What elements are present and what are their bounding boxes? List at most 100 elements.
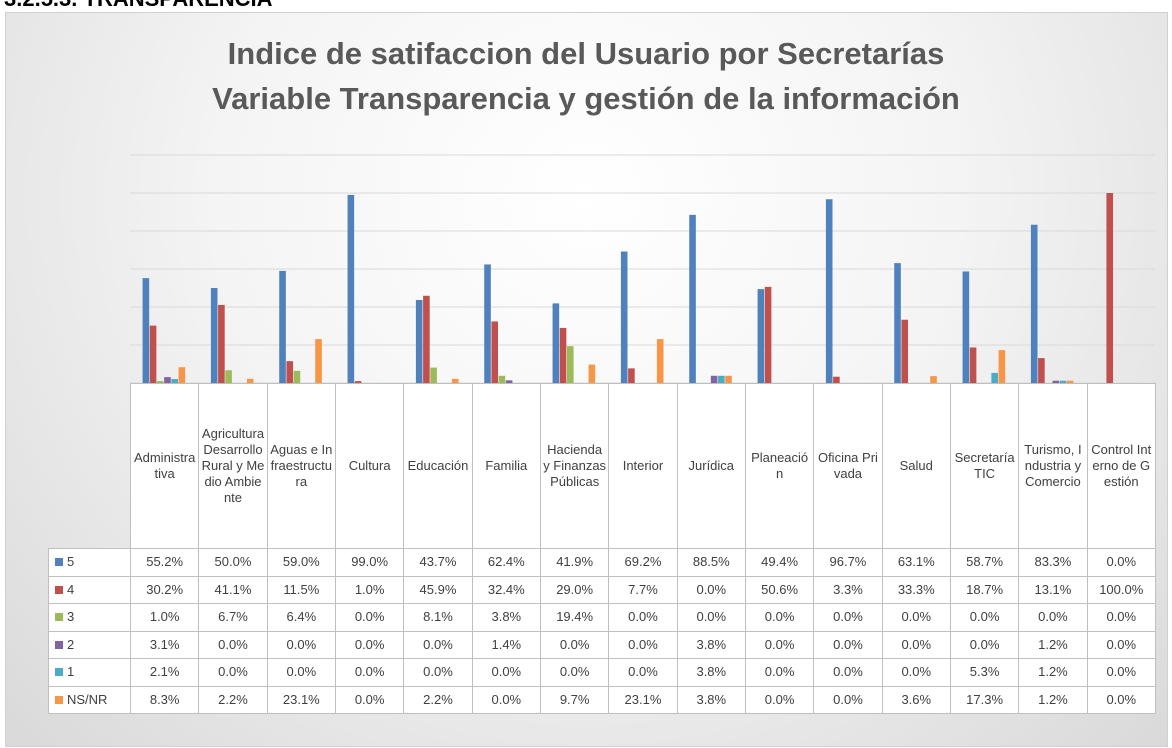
value-cell: 9.7%	[539, 685, 610, 714]
bar	[1066, 380, 1074, 383]
value-cell: 6.7%	[198, 603, 268, 632]
bar	[566, 346, 574, 383]
bar	[656, 339, 664, 383]
value-cell: 63.1%	[881, 548, 951, 577]
category-label: Turismo, Industria y Comercio	[1018, 383, 1088, 549]
value-cell: 45.9%	[403, 575, 473, 604]
value-cell: 50.6%	[744, 575, 815, 604]
bar	[757, 289, 765, 383]
value-cell: 0.0%	[608, 603, 678, 632]
bar	[293, 370, 301, 383]
category-label: Oficina Privada	[813, 383, 883, 549]
series-row: 2 3.1% 0.0% 0.0% 0.0% 0.0% 1.4% 0.0% 0.0% 3.8% 0.0…	[48, 630, 1156, 659]
value-cell: 7.7%	[608, 575, 678, 604]
value-cell: 3.8%	[676, 685, 746, 714]
bar	[347, 194, 355, 383]
bar	[315, 339, 322, 383]
bar	[210, 288, 218, 383]
bar	[962, 271, 970, 383]
bar	[484, 264, 491, 383]
bar	[279, 270, 286, 383]
category-label: Familia	[471, 383, 541, 549]
value-cell: 2.1%	[129, 658, 200, 687]
category-label: Agricultura Desarrollo Rural y Medio Amb…	[198, 383, 268, 549]
category-label: Educación	[403, 383, 473, 549]
value-cell: 29.0%	[539, 575, 610, 604]
bar	[142, 278, 150, 383]
value-cell: 0.0%	[881, 630, 951, 659]
value-cell: 18.7%	[949, 575, 1020, 604]
value-cell: 8.1%	[403, 603, 473, 632]
legend-label: 4	[67, 581, 75, 597]
bar	[451, 378, 459, 383]
value-cell: 0.0%	[608, 630, 678, 659]
value-cell: 1.4%	[471, 630, 541, 659]
value-cell: 49.4%	[744, 548, 815, 577]
bar	[149, 325, 157, 383]
value-cell: 0.0%	[881, 658, 951, 687]
bar	[1038, 358, 1045, 383]
bar	[710, 375, 718, 383]
value-cell: 0.0%	[949, 630, 1020, 659]
bar	[894, 263, 901, 383]
bar	[825, 199, 833, 383]
series-row: 4 30.2% 41.1% 11.5% 1.0% 45.9% 32.4% 29.0% 7.7% 0…	[48, 575, 1156, 604]
value-cell: 55.2%	[129, 548, 200, 577]
category-label: Planeación	[744, 383, 815, 549]
value-cell: 0.0%	[608, 658, 678, 687]
section-heading: 3.2.5.3. TRANSPARENCIA	[4, 0, 273, 12]
value-cell: 0.0%	[744, 630, 815, 659]
legend-cell: NS/NR	[48, 685, 131, 714]
category-label: Secretaría TIC	[949, 383, 1020, 549]
bar	[833, 376, 840, 383]
legend-label: NS/NR	[67, 691, 108, 707]
legend-label: 2	[67, 636, 75, 652]
value-cell: 0.0%	[813, 630, 883, 659]
value-cell: 23.1%	[608, 685, 678, 714]
series-row: 5 55.2% 50.0% 59.0% 99.0% 43.7% 62.4% 41.9% 69.2…	[48, 548, 1156, 577]
bar	[588, 364, 596, 383]
value-cell: 0.0%	[1086, 658, 1156, 687]
value-cell: 69.2%	[608, 548, 678, 577]
value-cell: 0.0%	[813, 603, 883, 632]
value-cell: 100.0%	[1086, 575, 1156, 604]
category-label: Aguas e Infraestructura	[266, 383, 336, 549]
bar	[178, 367, 186, 383]
value-cell: 0.0%	[334, 685, 405, 714]
value-cell: 0.0%	[949, 603, 1020, 632]
bar	[725, 375, 732, 383]
value-cell: 0.0%	[1018, 603, 1088, 632]
data-table: Administrativa Agricultura Desarrollo Rur…	[48, 383, 1156, 714]
legend-label: 5	[67, 554, 75, 570]
series-row: NS/NR 8.3% 2.2% 23.1% 0.0% 2.2% 0.0% 9.7% 23.1% 3…	[48, 685, 1156, 714]
value-cell: 0.0%	[198, 658, 268, 687]
value-cell: 3.8%	[676, 630, 746, 659]
value-cell: 17.3%	[949, 685, 1020, 714]
legend-label: 3	[67, 609, 75, 625]
legend-swatch	[55, 640, 63, 649]
value-cell: 0.0%	[1086, 548, 1156, 577]
value-cell: 0.0%	[744, 685, 815, 714]
legend-swatch	[55, 558, 63, 567]
bar	[164, 377, 171, 383]
value-cell: 32.4%	[471, 575, 541, 604]
bar	[901, 319, 909, 383]
bar	[969, 347, 977, 383]
value-cell: 6.4%	[266, 603, 336, 632]
value-cell: 99.0%	[334, 548, 405, 577]
bar	[498, 375, 506, 383]
category-label: Salud	[881, 383, 951, 549]
category-label: Control Interno de Gestión	[1086, 383, 1156, 549]
value-cell: 0.0%	[403, 658, 473, 687]
value-cell: 19.4%	[539, 603, 610, 632]
bar	[491, 321, 499, 383]
value-cell: 5.3%	[949, 658, 1020, 687]
bar	[354, 381, 362, 383]
value-cell: 0.0%	[881, 603, 951, 632]
value-cell: 0.0%	[403, 630, 473, 659]
value-cell: 1.0%	[129, 603, 200, 632]
value-cell: 0.0%	[744, 658, 815, 687]
value-cell: 0.0%	[1086, 685, 1156, 714]
corner-cell	[49, 384, 131, 549]
bar	[1030, 224, 1038, 383]
